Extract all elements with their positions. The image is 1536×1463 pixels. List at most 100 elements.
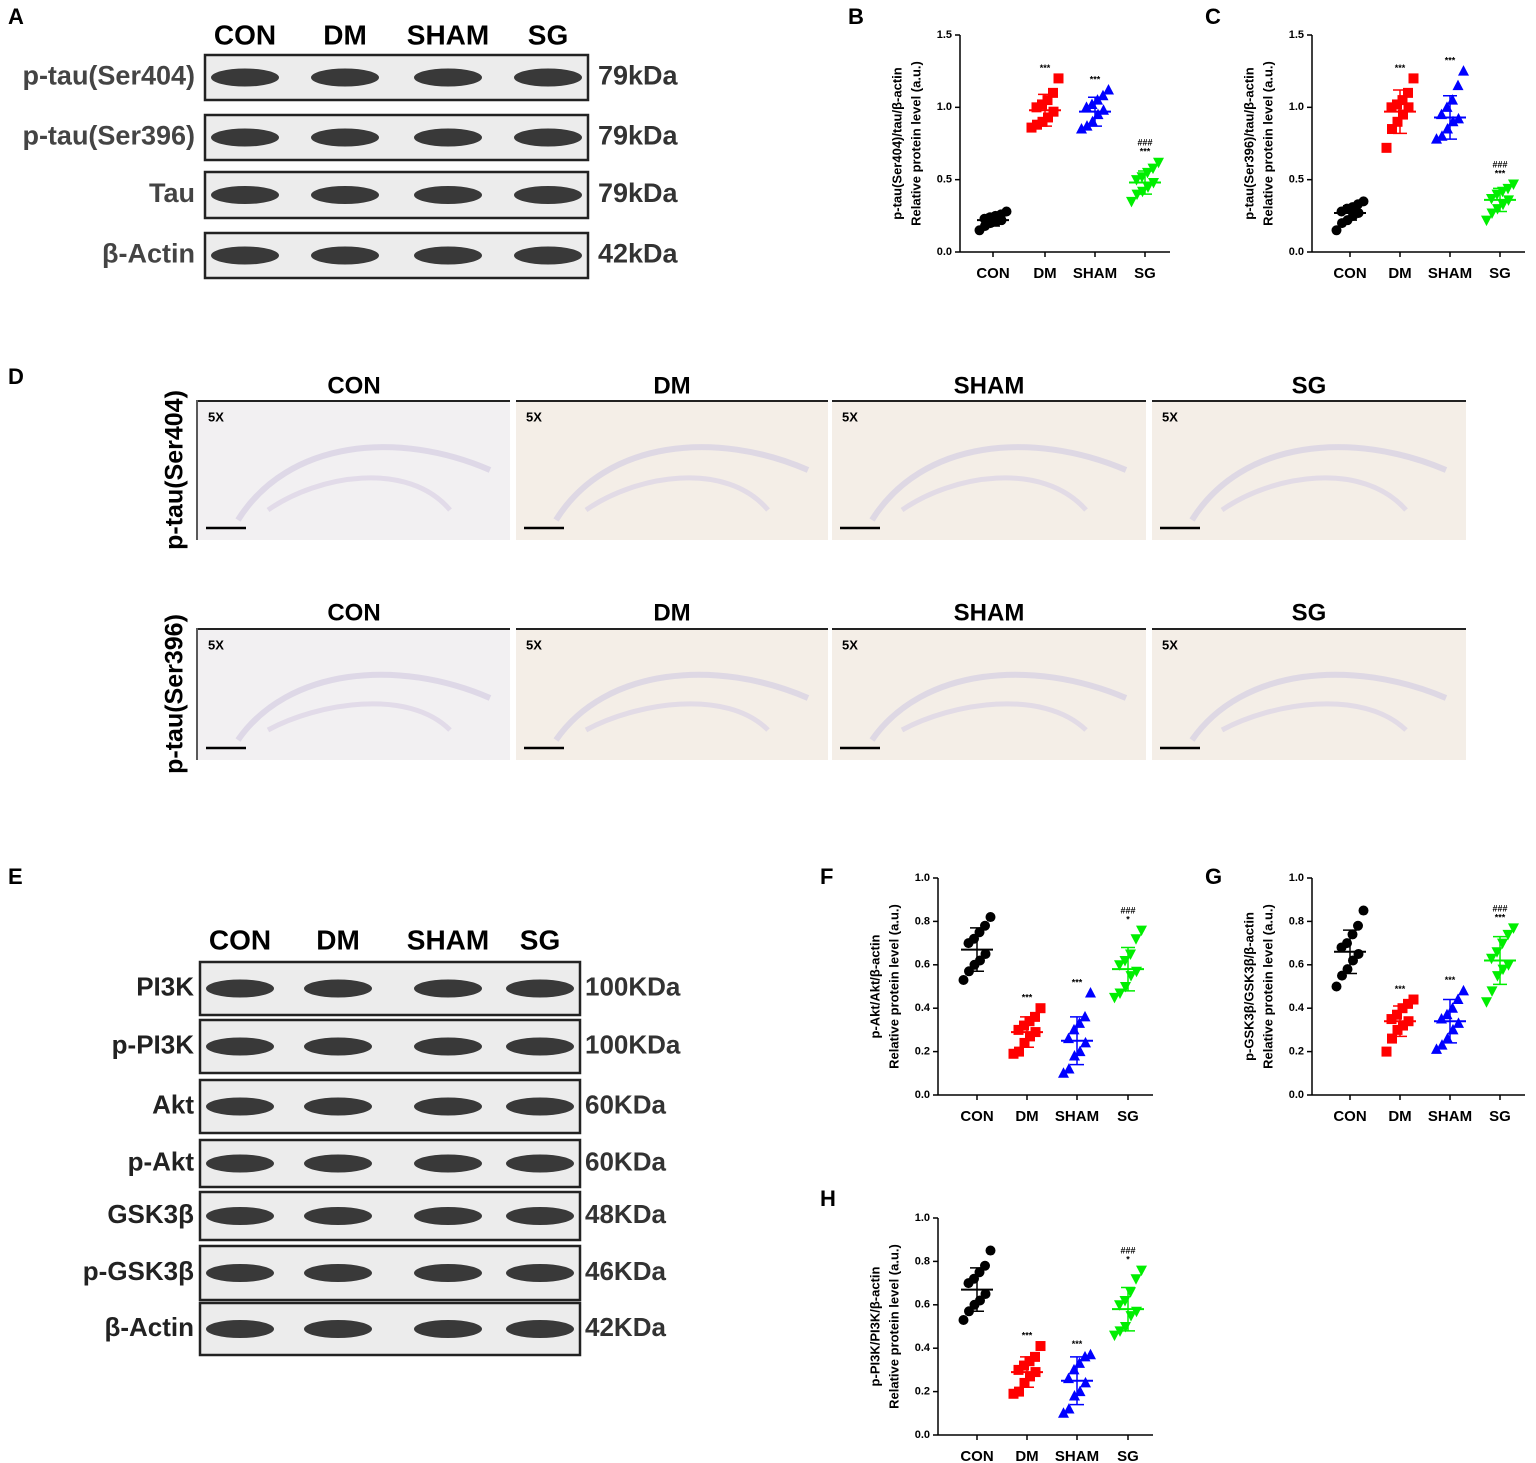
band: [506, 1207, 574, 1225]
data-point: [1353, 948, 1364, 959]
data-point: [1331, 981, 1342, 992]
x-tick-label: CON: [1333, 1108, 1366, 1125]
data-point: [1408, 73, 1419, 84]
tissue-contour: [266, 701, 452, 733]
tissue-contour: [266, 475, 452, 513]
data-point: [1126, 196, 1137, 208]
significance-label: ###: [1492, 159, 1507, 169]
error-bar: [1070, 1356, 1084, 1406]
data-point: [985, 1245, 996, 1256]
data-point: [1431, 133, 1442, 144]
significance-label: *: [1126, 1254, 1130, 1264]
error-bar: [970, 927, 984, 973]
band-size: 48KDa: [585, 1199, 666, 1229]
tissue-contour: [900, 475, 1088, 513]
band: [506, 1097, 574, 1116]
data-point: [1048, 87, 1058, 98]
y-tick-label: 1.0: [915, 872, 930, 884]
magnification: 5X: [842, 409, 858, 424]
y-axis-label: p-Akt/Akt/β-actin: [867, 934, 882, 1038]
x-tick-label: SHAM: [1055, 1108, 1099, 1125]
band: [514, 68, 582, 87]
tissue-contour: [584, 701, 770, 733]
significance-label: ***: [1090, 74, 1101, 84]
lane-header: CON: [214, 19, 276, 50]
error-bar: [1443, 95, 1457, 140]
band: [414, 186, 482, 204]
y-axis-label: p-tau(Ser396)/tau/β-actin: [1241, 67, 1256, 219]
y-tick-label: 0.8: [915, 915, 930, 927]
data-point: [1486, 953, 1497, 965]
panel-letter: C: [1205, 4, 1221, 29]
band: [304, 979, 372, 998]
tissue-contour: [584, 475, 770, 513]
tissue-contour: [235, 444, 492, 522]
tissue-image: [516, 630, 828, 760]
tissue-image: [198, 402, 510, 540]
band: [304, 1264, 372, 1282]
band: [514, 186, 582, 204]
y-tick-label: 1.5: [1289, 29, 1304, 41]
data-point: [1358, 905, 1369, 916]
band: [206, 1207, 274, 1225]
data-point: [1030, 1011, 1040, 1022]
band: [506, 979, 574, 998]
panel-letter: E: [8, 864, 23, 889]
data-point: [1131, 189, 1143, 201]
y-tick-label: 0.8: [1289, 915, 1304, 927]
tissue-contour: [1220, 701, 1408, 733]
column-header: SG: [1292, 372, 1327, 399]
significance-label: ***: [1495, 912, 1506, 922]
x-tick-label: SG: [1117, 1448, 1139, 1463]
lane-header: DM: [316, 924, 360, 955]
y-tick-label: 0.4: [1289, 1002, 1305, 1014]
y-tick-label: 0.6: [915, 959, 930, 971]
magnification: 5X: [208, 409, 224, 424]
panel-letter: D: [8, 364, 24, 389]
data-point: [1063, 1402, 1075, 1414]
column-header: CON: [327, 372, 380, 399]
row-label: p-PI3K: [112, 1029, 195, 1059]
band: [304, 1320, 372, 1338]
row-label: p-tau(Ser404): [161, 390, 189, 550]
y-tick-label: 1.0: [937, 101, 952, 113]
y-tick-label: 1.5: [937, 29, 952, 41]
significance-label: ###: [1492, 903, 1507, 913]
tissue-image: [1152, 402, 1466, 540]
y-tick-label: 0.4: [915, 1342, 931, 1354]
data-point: [1431, 1043, 1442, 1054]
error-bar: [970, 1267, 984, 1313]
data-point: [964, 966, 974, 977]
data-point: [1136, 925, 1147, 937]
tissue-image: [832, 630, 1146, 760]
band: [414, 1264, 482, 1282]
significance-label: ###: [1137, 138, 1152, 148]
column-header: SHAM: [954, 599, 1025, 626]
data-point: [1085, 987, 1096, 998]
tissue-contour: [869, 671, 1128, 742]
data-point: [1035, 1003, 1046, 1014]
row-label: p-tau(Ser396): [161, 614, 189, 774]
data-point: [1035, 1341, 1046, 1352]
band: [414, 246, 482, 265]
band: [206, 1154, 274, 1173]
data-point: [1130, 1274, 1142, 1285]
error-bar: [986, 213, 1000, 227]
data-point: [1508, 923, 1519, 934]
band: [211, 128, 279, 147]
x-tick-label: SG: [1489, 265, 1511, 282]
data-point: [1153, 157, 1164, 169]
data-point: [1381, 142, 1392, 153]
significance-label: ***: [1072, 977, 1083, 987]
band: [414, 1207, 482, 1225]
data-point: [1076, 123, 1087, 134]
y-tick-label: 0.0: [1289, 246, 1304, 258]
error-bar: [1038, 93, 1052, 127]
significance-label: ###: [1120, 1245, 1135, 1255]
magnification: 5X: [1162, 409, 1178, 424]
band: [414, 1154, 482, 1173]
band: [304, 1154, 372, 1173]
band-size: 79kDa: [598, 121, 679, 151]
band: [206, 1264, 274, 1282]
